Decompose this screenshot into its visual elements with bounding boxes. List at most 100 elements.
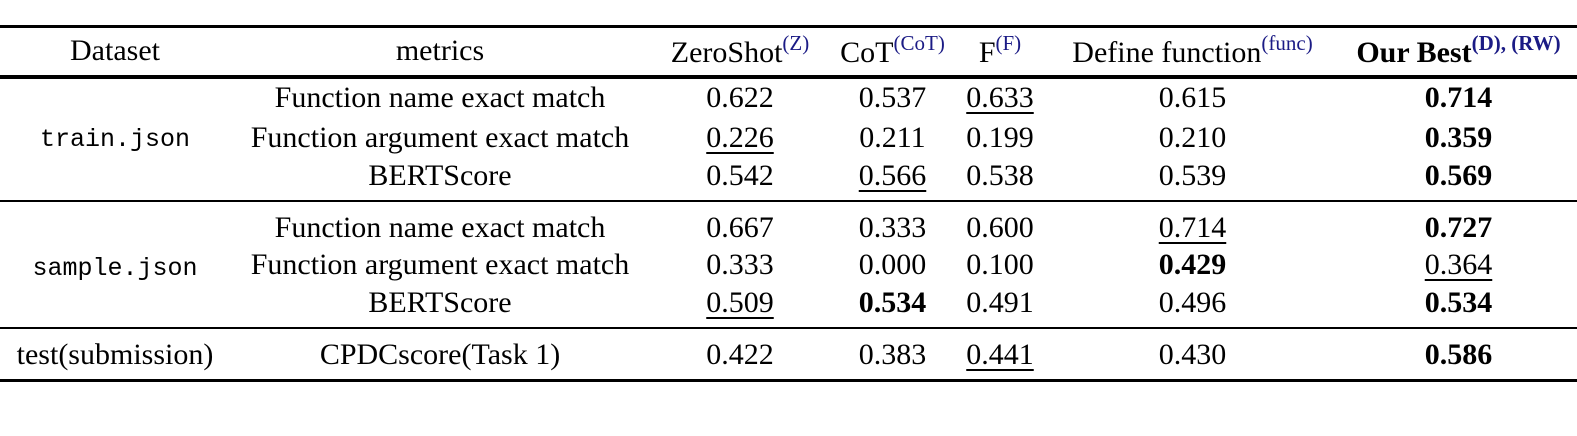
value-cell-define-function: 0.430: [1045, 328, 1340, 381]
value-cell-our-best: 0.534: [1340, 286, 1577, 328]
metric-cell: Function argument exact match: [250, 248, 630, 281]
score-value: 0.534: [858, 285, 927, 319]
column-header-superscript: (Z): [782, 31, 810, 56]
column-header-metrics: metrics: [230, 26, 650, 79]
score-value: 0.333: [858, 210, 927, 244]
table-row: Function argument exact match 0.333 0.000 0…: [0, 245, 1577, 286]
value-cell-define-function: 0.539: [1045, 159, 1340, 201]
dataset-cell: test(submission): [16, 337, 214, 371]
value-cell-define-function: 0.714: [1045, 201, 1340, 245]
score-value: 0.100: [966, 248, 1034, 281]
table-row: sample.json Function name exact match 0.66…: [0, 201, 1577, 284]
header-row: Dataset metrics ZeroShot(Z) CoT(CoT) F(F) Def…: [0, 26, 1577, 79]
value-cell-zeroshot: 0.667: [650, 201, 830, 245]
dataset-group-train-json: train.json Function name exact match 0.622…: [0, 77, 1577, 201]
column-header-zeroshot: ZeroShot(Z): [650, 26, 830, 79]
column-header-f: F(F): [955, 26, 1045, 79]
column-header-label: metrics: [395, 34, 485, 68]
score-value: 0.569: [1424, 158, 1493, 192]
metric-cell: CPDCscore(Task 1): [319, 337, 561, 371]
dataset-cell: train.json: [39, 124, 191, 154]
score-value: 0.211: [859, 121, 926, 154]
value-cell-f: 0.538: [955, 159, 1045, 201]
score-value: 0.199: [966, 121, 1034, 154]
score-value: 0.441: [966, 337, 1034, 371]
value-cell-f: 0.441: [955, 328, 1045, 381]
value-cell-cot: 0.000: [830, 245, 955, 286]
benchmark-results-table: Dataset metrics ZeroShot(Z) CoT(CoT) F(F) Def…: [0, 25, 1577, 382]
score-value: 0.429: [1158, 248, 1227, 281]
table-row: BERTScore 0.542 0.566 0.538 0.539 0.569: [0, 159, 1577, 201]
value-cell-f: 0.100: [955, 245, 1045, 286]
score-value: 0.422: [706, 337, 774, 371]
score-value: 0.633: [966, 81, 1034, 114]
table-row: BERTScore 0.509 0.534 0.491 0.496 0.534: [0, 286, 1577, 328]
score-value: 0.226: [706, 121, 774, 154]
value-cell-our-best: 0.364: [1340, 245, 1577, 286]
value-cell-zeroshot: 0.622: [650, 77, 830, 118]
score-value: 0.714: [1158, 210, 1227, 244]
value-cell-our-best: 0.586: [1340, 328, 1577, 381]
score-value: 0.210: [1158, 121, 1227, 154]
value-cell-cot: 0.211: [830, 118, 955, 159]
score-value: 0.496: [1158, 285, 1227, 319]
value-cell-our-best: 0.727: [1340, 201, 1577, 245]
metric-cell: BERTScore: [368, 285, 512, 319]
value-cell-cot: 0.566: [830, 159, 955, 201]
column-header-label: CoT: [840, 36, 894, 70]
column-header-define-function: Define function(func): [1045, 26, 1340, 79]
score-value: 0.383: [858, 337, 927, 371]
column-header-label: F: [978, 36, 996, 70]
column-header-label: Define function: [1072, 36, 1262, 70]
value-cell-zeroshot: 0.422: [650, 328, 830, 381]
metric-cell: BERTScore: [368, 158, 512, 192]
score-value: 0.615: [1158, 81, 1227, 114]
score-value: 0.586: [1424, 337, 1493, 371]
score-value: 0.539: [1158, 158, 1227, 192]
score-value: 0.491: [966, 285, 1034, 319]
column-header-superscript: (CoT): [893, 31, 945, 56]
score-value: 0.622: [706, 81, 774, 114]
value-cell-cot: 0.537: [830, 77, 955, 118]
score-value: 0.534: [1424, 285, 1493, 319]
column-header-label: Dataset: [70, 34, 160, 68]
value-cell-define-function: 0.429: [1045, 245, 1340, 286]
value-cell-cot: 0.333: [830, 201, 955, 245]
score-value: 0.537: [858, 81, 927, 114]
column-header-superscript: (func): [1261, 31, 1313, 56]
score-value: 0.538: [966, 158, 1034, 192]
value-cell-our-best: 0.569: [1340, 159, 1577, 201]
table-header: Dataset metrics ZeroShot(Z) CoT(CoT) F(F) Def…: [0, 26, 1577, 79]
score-value: 0.542: [706, 158, 774, 192]
score-value: 0.714: [1424, 81, 1493, 114]
value-cell-define-function: 0.210: [1045, 118, 1340, 159]
score-value: 0.359: [1424, 121, 1493, 154]
score-value: 0.430: [1158, 337, 1227, 371]
column-header-cot: CoT(CoT): [830, 26, 955, 79]
column-header-label: Our Best: [1356, 36, 1472, 70]
table-row: Function argument exact match 0.226 0.211 0…: [0, 118, 1577, 159]
dataset-cell: sample.json: [32, 254, 198, 283]
value-cell-f: 0.491: [955, 286, 1045, 328]
metric-cell: Function name exact match: [274, 81, 606, 114]
score-value: 0.364: [1424, 248, 1493, 281]
score-value: 0.000: [858, 248, 927, 281]
score-value: 0.333: [706, 248, 774, 281]
value-cell-our-best: 0.359: [1340, 118, 1577, 159]
metric-cell: Function name exact match: [274, 210, 606, 244]
metric-cell: Function argument exact match: [250, 121, 630, 154]
value-cell-zeroshot: 0.333: [650, 245, 830, 286]
score-value: 0.600: [966, 210, 1034, 244]
value-cell-our-best: 0.714: [1340, 77, 1577, 118]
score-value: 0.509: [706, 285, 774, 319]
table-row: test(submission) CPDCscore(Task 1) 0.422 0.…: [0, 328, 1577, 381]
value-cell-define-function: 0.496: [1045, 286, 1340, 328]
column-header-superscript: (D), (RW): [1471, 31, 1561, 56]
column-header-label: ZeroShot: [670, 36, 783, 70]
table-row: train.json Function name exact match 0.622…: [0, 77, 1577, 154]
column-header-dataset: Dataset: [0, 26, 230, 79]
value-cell-cot: 0.383: [830, 328, 955, 381]
value-cell-f: 0.633: [955, 77, 1045, 118]
score-value: 0.727: [1424, 210, 1493, 244]
